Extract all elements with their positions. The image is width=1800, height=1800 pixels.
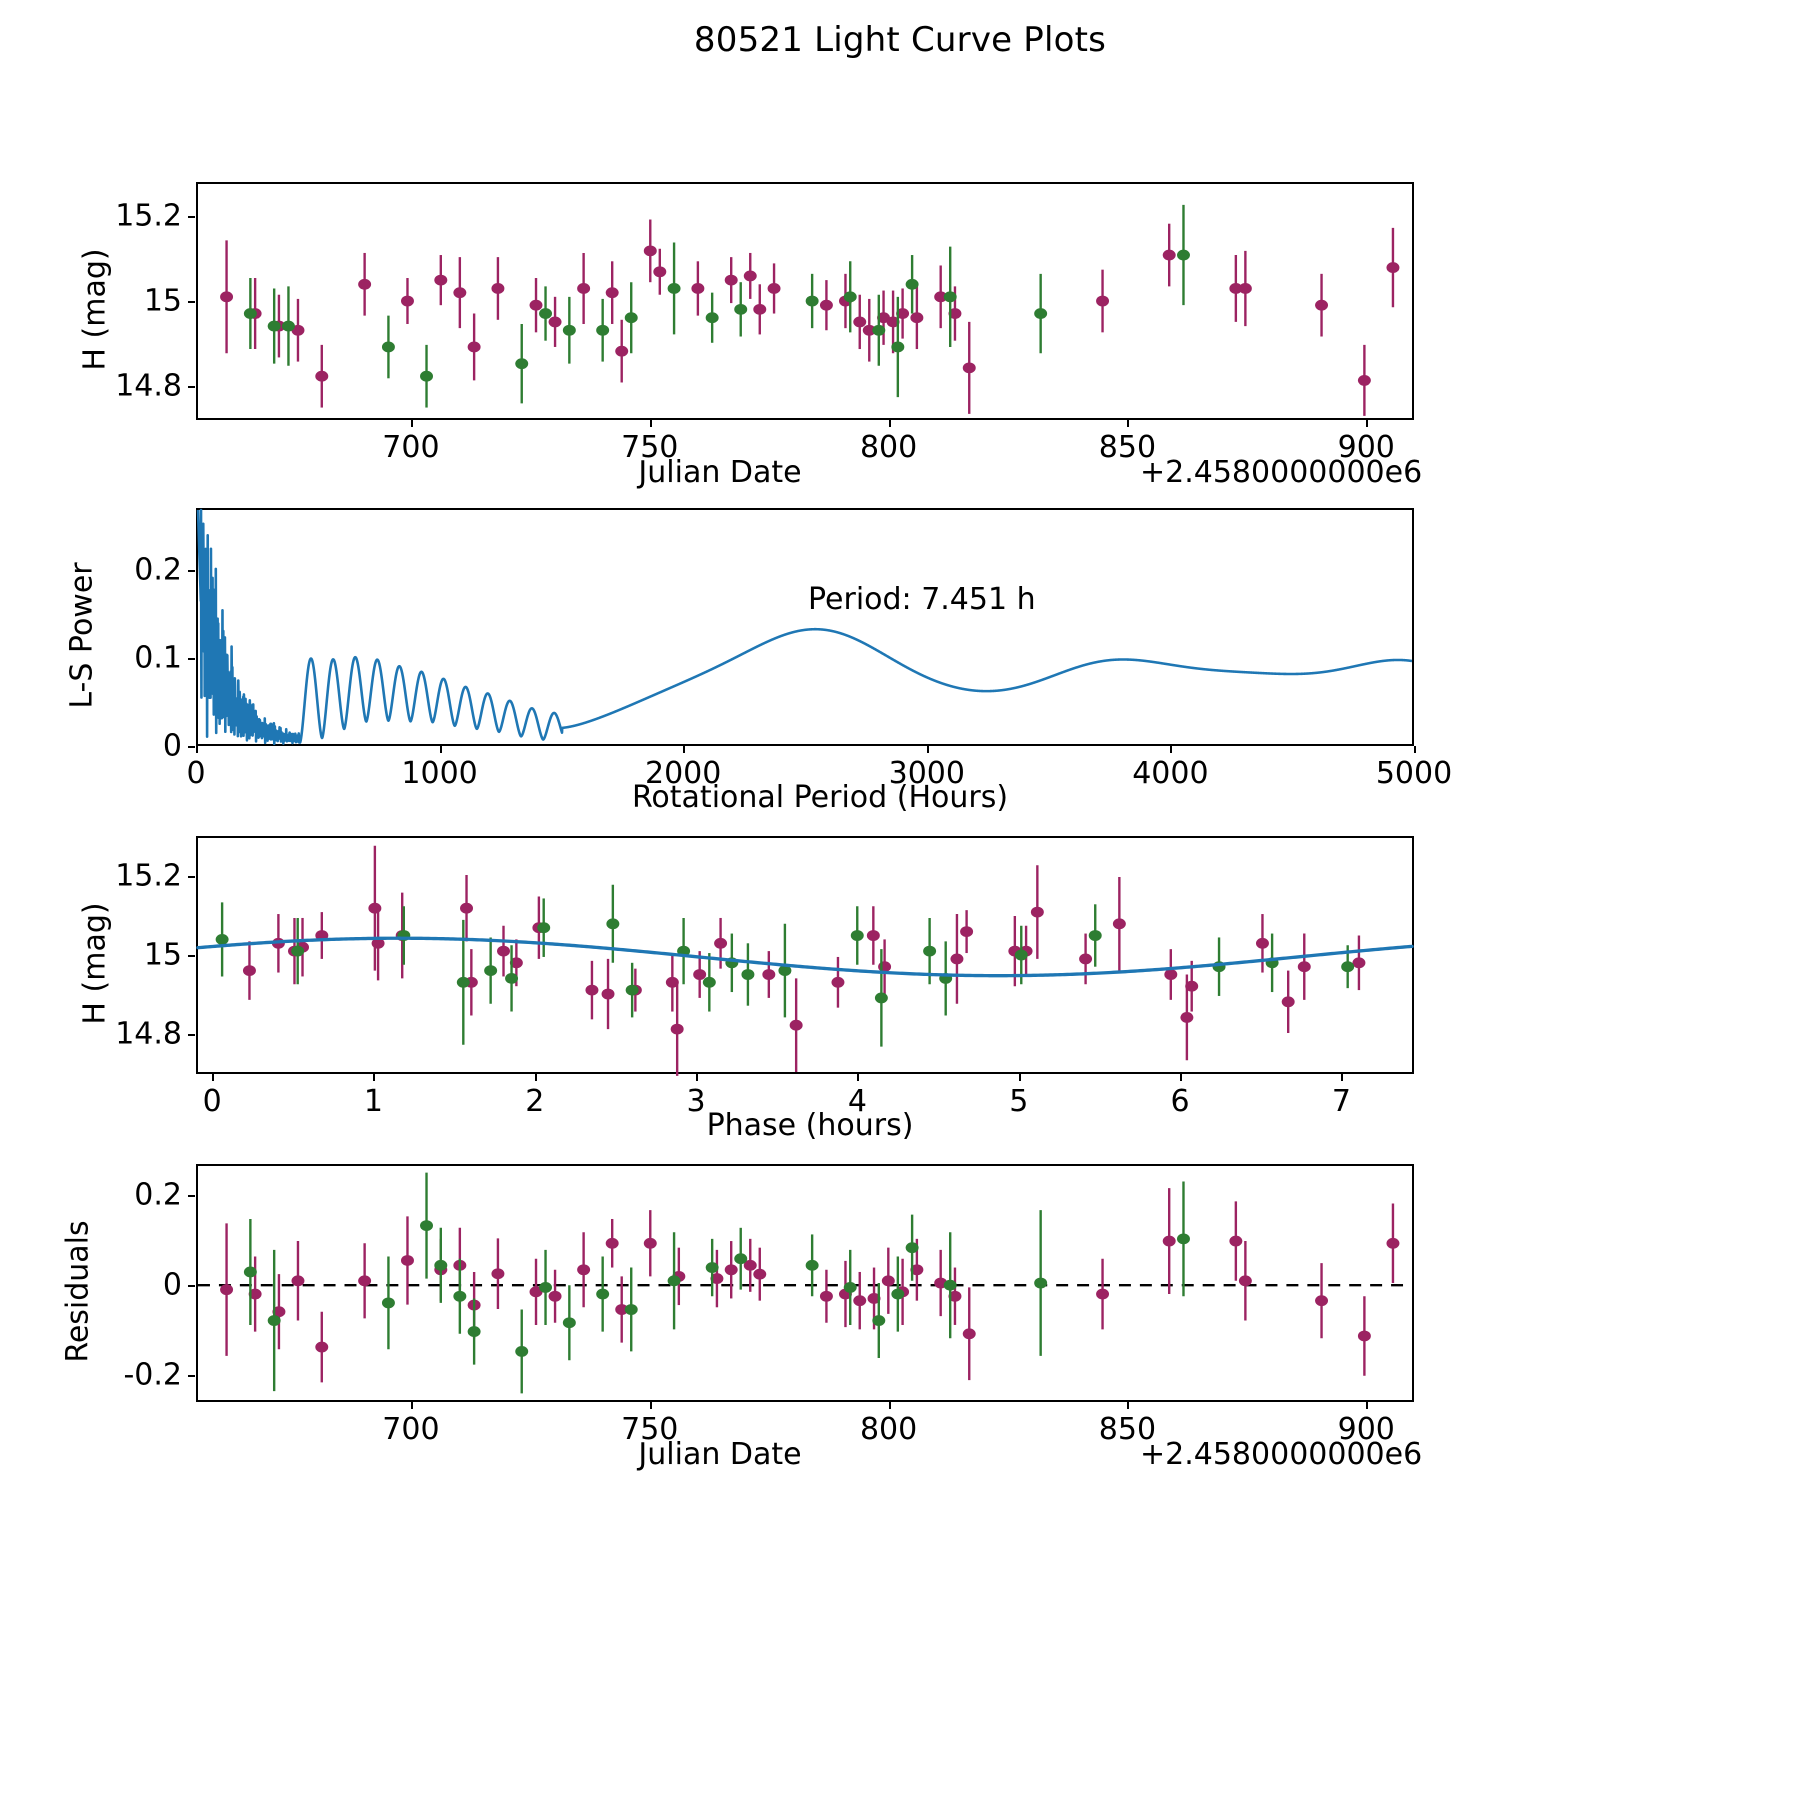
x-tick-label: 800 [859, 1412, 918, 1447]
period-annotation: Period: 7.451 h [808, 582, 1036, 617]
y-tickmark [188, 569, 195, 572]
x-tick-label: 750 [621, 1412, 679, 1447]
x-tickmark [1414, 746, 1416, 753]
x-tickmark [1366, 420, 1369, 427]
x-tickmark [888, 420, 891, 427]
x-tick-label: 1 [363, 1084, 383, 1119]
x-tickmark [212, 1074, 215, 1081]
y-tick-label: 0.1 [134, 640, 182, 676]
periodogram-xlabel: Rotational Period (Hours) [631, 780, 1009, 815]
light-curve-xlabel: Julian Date [638, 455, 802, 490]
x-tick-label: 5000 [1375, 756, 1453, 791]
y-tick-label: 15 [143, 937, 182, 973]
x-tick-label: 5 [1009, 1084, 1029, 1119]
x-tick-label: 6 [1170, 1084, 1190, 1119]
x-tickmark [196, 746, 198, 753]
series-magenta-band [242, 845, 1366, 1076]
y-tick-label: 0 [162, 728, 182, 764]
y-tickmark [188, 955, 195, 957]
panel-light-curve [196, 182, 1414, 420]
x-tickmark [534, 1074, 537, 1081]
x-tick-label: 4000 [1132, 756, 1209, 791]
x-tickmark [683, 746, 686, 753]
x-tick-label: 7 [1331, 1084, 1351, 1119]
x-tickmark [888, 1402, 891, 1409]
y-tick-label: 15.2 [115, 198, 182, 234]
series-magenta-band [220, 219, 1400, 416]
panel-periodogram [196, 508, 1414, 746]
x-tickmark [857, 1074, 860, 1081]
x-tickmark [410, 420, 413, 427]
x-tickmark [439, 746, 442, 753]
x-tickmark [1366, 1402, 1369, 1409]
periodogram-axes [196, 508, 1414, 746]
phase-folded-xlabel: Phase (hours) [706, 1108, 914, 1143]
y-tick-label: -0.2 [123, 1357, 182, 1393]
residuals-xlabel: Julian Date [638, 1437, 802, 1472]
light-curve-axes [196, 182, 1414, 420]
panel-residuals [196, 1164, 1414, 1402]
x-tickmark [649, 1402, 652, 1409]
y-tickmark [188, 875, 195, 878]
phase-folded-axes [196, 836, 1414, 1076]
x-tick-label: 800 [859, 430, 918, 465]
panel-phase-folded [196, 836, 1414, 1076]
x-tickmark [373, 1074, 376, 1081]
x-tickmark [1341, 1074, 1344, 1081]
x-tickmark [1180, 1074, 1183, 1081]
y-tickmark [188, 1195, 195, 1198]
figure-title: 80521 Light Curve Plots [693, 20, 1107, 60]
x-tick-label: 0 [186, 756, 206, 791]
y-tickmark [188, 1034, 195, 1037]
series-green-band [243, 204, 1190, 408]
x-tickmark [410, 1402, 413, 1409]
y-tick-label: 0.2 [134, 1177, 182, 1213]
y-tick-label: 0 [162, 1267, 182, 1303]
y-tick-label: 0.2 [134, 552, 182, 588]
x-tick-label: 2 [525, 1084, 545, 1119]
y-tick-label: 14.8 [115, 368, 182, 404]
y-tickmark [188, 386, 195, 388]
series-magenta-band [220, 1188, 1400, 1383]
y-tickmark [188, 1375, 195, 1378]
light-curve-x-offset: +2.4580000000e6 [1140, 455, 1423, 490]
x-tick-label: 2000 [645, 756, 722, 791]
x-tick-label: 3 [686, 1084, 706, 1119]
x-tick-label: 3000 [888, 756, 965, 791]
x-tick-label: 850 [1098, 430, 1157, 465]
y-tick-label: 15.2 [115, 858, 182, 894]
x-tick-label: 700 [382, 430, 440, 465]
residuals-x-offset: +2.4580000000e6 [1140, 1437, 1423, 1472]
x-tickmark [649, 420, 652, 427]
y-tickmark [188, 1285, 195, 1288]
x-tickmark [1127, 1402, 1130, 1409]
x-tickmark [1170, 746, 1173, 753]
y-tick-label: 14.8 [115, 1016, 182, 1052]
x-tick-label: 1000 [401, 756, 478, 791]
x-tickmark [926, 746, 929, 753]
residuals-axes [196, 1164, 1414, 1402]
y-tick-label: 15 [143, 283, 182, 319]
x-tick-label: 900 [1337, 1412, 1395, 1447]
series-green-band [243, 1172, 1190, 1394]
x-tick-label: 750 [621, 430, 679, 465]
x-tickmark [696, 1074, 699, 1081]
x-tick-label: 700 [382, 1412, 440, 1447]
y-tickmark [188, 746, 195, 748]
x-tick-label: 850 [1098, 1412, 1157, 1447]
y-tickmark [188, 657, 195, 660]
x-tickmark [1018, 1074, 1021, 1081]
y-tickmark [188, 216, 195, 218]
x-tick-label: 0 [202, 1084, 222, 1119]
x-tick-label: 4 [847, 1084, 867, 1119]
x-tickmark [1127, 420, 1130, 427]
x-tick-label: 900 [1337, 430, 1395, 465]
y-tickmark [188, 301, 195, 303]
